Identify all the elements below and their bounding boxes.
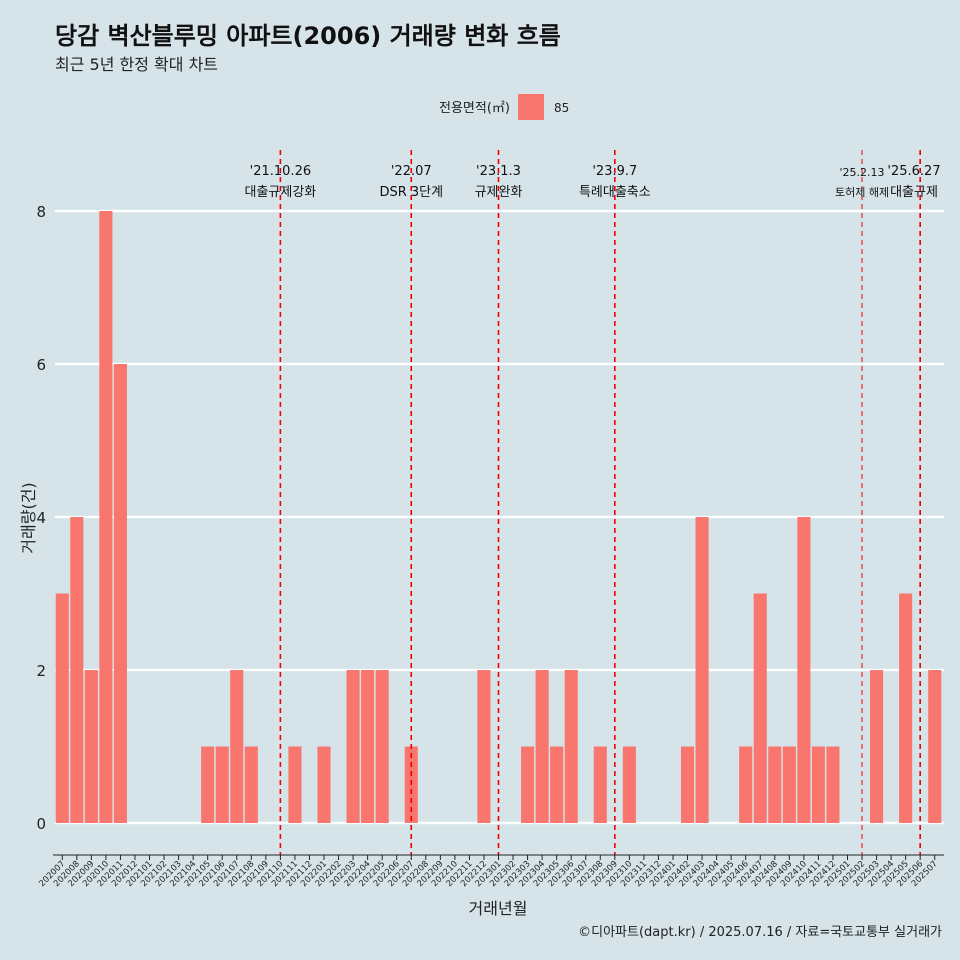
legend-label-85: 85: [554, 101, 569, 115]
y-tick-label: 8: [36, 203, 46, 221]
bar-202008: [70, 517, 84, 823]
bar-202105: [201, 746, 215, 823]
grid-lines: [55, 209, 944, 825]
bar-202411: [811, 746, 825, 823]
event-lines: [279, 150, 921, 855]
bar-202412: [826, 746, 840, 823]
y-axis-label: 거래량(건): [19, 482, 38, 553]
bar-202201: [317, 746, 331, 823]
bar-202203: [346, 670, 360, 823]
bar-202406: [739, 746, 753, 823]
bar-202304: [535, 670, 549, 823]
y-axis: 0 2 4 6 8: [36, 203, 46, 833]
y-tick-label: 0: [36, 815, 46, 833]
legend-title: 전용면적(㎡): [439, 101, 510, 116]
bar-202106: [215, 746, 229, 823]
legend-key-85: [518, 94, 544, 120]
bar-202009: [84, 670, 98, 823]
event-label: 토허제 해제: [835, 185, 889, 199]
bar-202507: [928, 670, 942, 823]
bar-202409: [782, 746, 796, 823]
event-date: '21.10.26: [250, 164, 311, 179]
bar-202410: [797, 517, 811, 823]
bar-202408: [768, 746, 782, 823]
bars: [55, 211, 942, 823]
event-date: '25.2.13: [840, 166, 885, 179]
y-tick-label: 6: [36, 356, 46, 374]
event-label: DSR 3단계: [379, 185, 443, 200]
bar-202011: [113, 364, 127, 823]
bar-202305: [550, 746, 564, 823]
event-date: '23.1.3: [476, 164, 521, 179]
bar-202107: [230, 670, 244, 823]
source-caption: ©디아파트(dapt.kr) / 2025.07.16 / 자료=국토교통부 실…: [578, 925, 942, 940]
chart-subtitle: 최근 5년 한정 확대 차트: [55, 55, 218, 74]
event-date: '25.6.27: [887, 164, 940, 179]
bar-202402: [680, 746, 695, 823]
event-label: 대출규제강화: [245, 185, 317, 200]
x-axis: 2020072020082020092020102020112020122021…: [37, 854, 944, 889]
bar-202303: [521, 746, 535, 823]
event-label: 특례대출축소: [579, 185, 651, 200]
bar-202503: [870, 670, 884, 823]
event-date: '22.07: [391, 164, 432, 179]
bar-202403: [695, 517, 709, 823]
bar-202204: [361, 670, 375, 823]
y-tick-label: 2: [36, 662, 46, 680]
event-date: '23.9.7: [592, 164, 637, 179]
event-label: 대출규제: [890, 185, 938, 200]
bar-202310: [622, 746, 636, 823]
bar-202007: [55, 593, 69, 823]
x-axis-label: 거래년월: [469, 899, 528, 918]
bar-202010: [99, 211, 113, 823]
bar-202108: [244, 746, 258, 823]
bar-202407: [753, 593, 767, 823]
bar-202306: [564, 670, 578, 823]
event-label: 규제완화: [475, 185, 523, 200]
event-annotations: '21.10.26 대출규제강화 '22.07 DSR 3단계 '23.1.3 규제완화 '…: [245, 164, 941, 200]
chart-title: 당감 벽산블루밍 아파트(2006) 거래량 변화 흐름: [55, 22, 561, 50]
bar-202505: [899, 593, 913, 823]
bar-202212: [477, 670, 491, 823]
bar-202308: [593, 746, 607, 823]
bar-202205: [375, 670, 389, 823]
y-tick-label: 4: [36, 509, 46, 527]
bar-202111: [288, 746, 302, 823]
legend: 전용면적(㎡) 85: [439, 94, 569, 120]
